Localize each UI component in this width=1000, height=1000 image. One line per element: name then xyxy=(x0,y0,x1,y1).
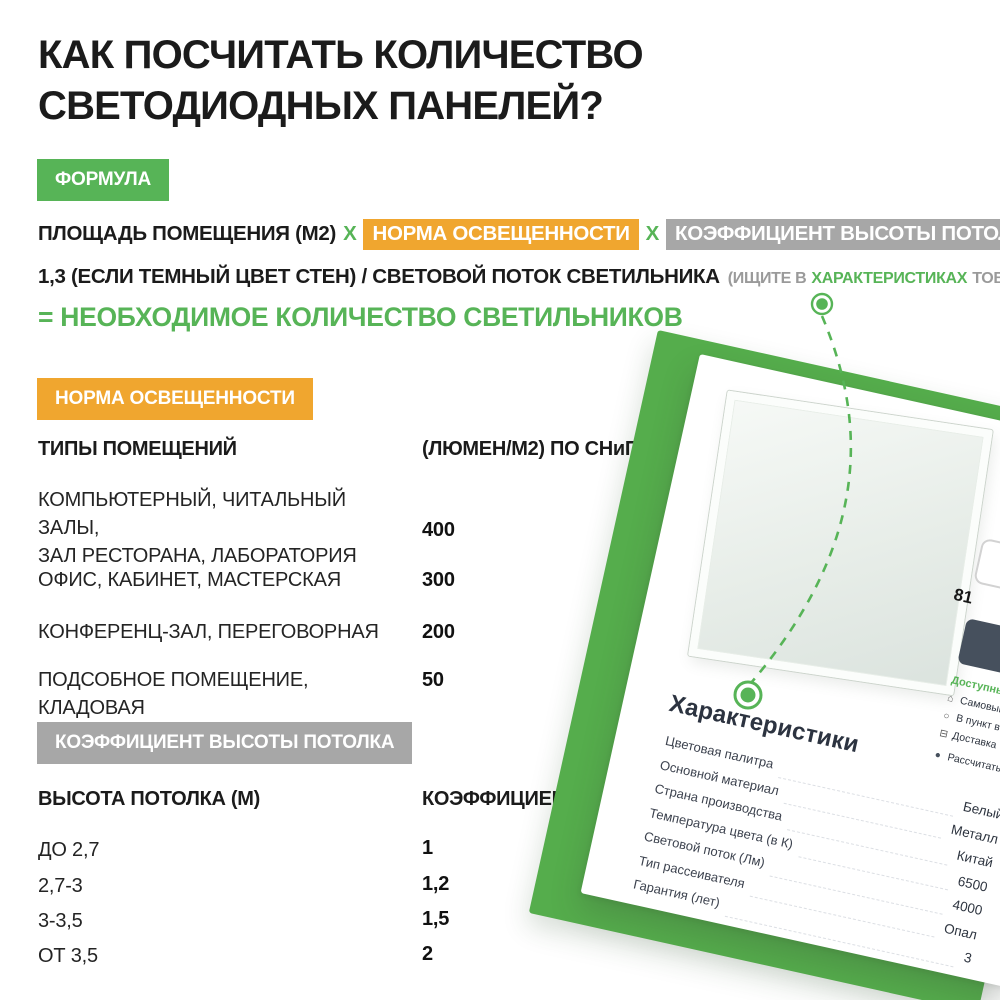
row-label: 2,7-3 xyxy=(38,875,83,897)
formula-area: ПЛОЩАДЬ ПОМЕЩЕНИЯ (М2) xyxy=(38,222,337,245)
table-row: КОМПЬЮТЕРНЫЙ, ЧИТАЛЬНЫЙ ЗАЛЫ, ЗАЛ РЕСТОР… xyxy=(38,486,968,567)
table-row: 2,7-3 1,2 xyxy=(38,872,968,898)
row-label: КОМПЬЮТЕРНЫЙ, ЧИТАЛЬНЫЙ ЗАЛЫ, ЗАЛ РЕСТОР… xyxy=(38,489,357,567)
ceiling-badge: КОЭФФИЦИЕНТ ВЫСОТЫ ПОТОЛКА xyxy=(37,722,413,764)
row-value: 2 xyxy=(422,943,433,965)
favorite-box xyxy=(973,537,1000,594)
spec-value: Белый xyxy=(961,798,1000,823)
column-norm: (ЛЮМЕН/М2) ПО СНиП xyxy=(422,438,639,460)
delivery-label: Рассчитать xyxy=(946,751,1000,775)
row-value: 300 xyxy=(422,569,455,591)
table-row: КОНФЕРЕНЦ-ЗАЛ, ПЕРЕГОВОРНАЯ 200 xyxy=(38,618,968,646)
row-label: 3-3,5 xyxy=(38,910,83,932)
row-label: ДО 2,7 xyxy=(38,839,100,861)
formula-note-suffix: ТОВАРА) xyxy=(972,270,1000,287)
formula-line2: 1,3 (ЕСЛИ ТЕМНЫЙ ЦВЕТ СТЕН) / СВЕТОВОЙ П… xyxy=(38,265,720,288)
row-value: 200 xyxy=(422,621,455,643)
row-value: 1,5 xyxy=(422,908,450,930)
row-label: ПОДСОБНОЕ ПОМЕЩЕНИЕ, КЛАДОВАЯ xyxy=(38,669,309,719)
delivery-label: Доставка xyxy=(951,729,998,752)
row-label: ОТ 3,5 xyxy=(38,945,98,967)
buy-button xyxy=(957,618,1000,684)
illuminance-table-header: ТИПЫ ПОМЕЩЕНИЙ (ЛЮМЕН/М2) ПО СНиП xyxy=(38,438,968,461)
table-row: ОФИС, КАБИНЕТ, МАСТЕРСКАЯ 300 xyxy=(38,566,968,594)
table-row: 3-3,5 1,5 xyxy=(38,907,968,933)
table-row: ОТ 3,5 2 xyxy=(38,942,968,968)
row-value: 400 xyxy=(422,519,455,541)
formula-note: (ИЩИТЕ ВХАРАКТЕРИСТИКАХТОВАРА) xyxy=(728,270,1000,287)
formula-chip-illuminance: НОРМА ОСВЕЩЕННОСТИ xyxy=(363,219,639,250)
formula-chip-ceiling: КОЭФФИЦИЕНТ ВЫСОТЫ ПОТОЛКА xyxy=(666,219,1000,250)
page-title: КАК ПОСЧИТАТЬ КОЛИЧЕСТВО СВЕТОДИОДНЫХ ПА… xyxy=(38,30,644,132)
row-value: 1 xyxy=(422,837,433,859)
spec-value: 3 xyxy=(962,949,974,966)
formula-note-link: ХАРАКТЕРИСТИКАХ xyxy=(811,270,968,287)
formula-badge: ФОРМУЛА xyxy=(37,159,169,201)
column-rooms: ТИПЫ ПОМЕЩЕНИЙ xyxy=(38,438,237,460)
formula-result: = НЕОБХОДИМОЕ КОЛИЧЕСТВО СВЕТИЛЬНИКОВ xyxy=(38,302,683,332)
delivery-option: ● Рассчитать xyxy=(934,748,1000,779)
row-label: ОФИС, КАБИНЕТ, МАСТЕРСКАЯ xyxy=(38,569,341,591)
column-height: ВЫСОТА ПОТОЛКА (М) xyxy=(38,788,261,810)
table-row: ПОДСОБНОЕ ПОМЕЩЕНИЕ, КЛАДОВАЯ 50 xyxy=(38,666,968,719)
formula-text: ПЛОЩАДЬ ПОМЕЩЕНИЯ (М2) X НОРМА ОСВЕЩЕННОСТ… xyxy=(38,212,1000,300)
price-fragment: 81 xyxy=(951,584,975,608)
formula-note-prefix: (ИЩИТЕ В xyxy=(727,270,807,287)
page-title-line1: КАК ПОСЧИТАТЬ КОЛИЧЕСТВО xyxy=(38,33,644,77)
page-title-line2: СВЕТОДИОДНЫХ ПАНЕЛЕЙ? xyxy=(38,84,604,128)
row-label: КОНФЕРЕНЦ-ЗАЛ, ПЕРЕГОВОРНАЯ xyxy=(38,621,379,643)
row-value: 50 xyxy=(422,669,444,691)
table-row: ДО 2,7 1 xyxy=(38,836,968,862)
ceiling-table-header: ВЫСОТА ПОТОЛКА (М) КОЭФФИЦИЕНТ xyxy=(38,788,968,811)
column-coeff: КОЭФФИЦИЕНТ xyxy=(422,788,578,810)
multiply-sign: X xyxy=(645,222,660,245)
row-value: 1,2 xyxy=(422,873,450,895)
led-panel-photo xyxy=(688,390,993,696)
multiply-sign: X xyxy=(343,222,357,245)
illuminance-badge: НОРМА ОСВЕЩЕННОСТИ xyxy=(37,378,313,420)
delivery-options: ⌂ Самовывоз ○ В пункт выдачи ⊟ Доставка ● Ра… xyxy=(932,692,1000,785)
